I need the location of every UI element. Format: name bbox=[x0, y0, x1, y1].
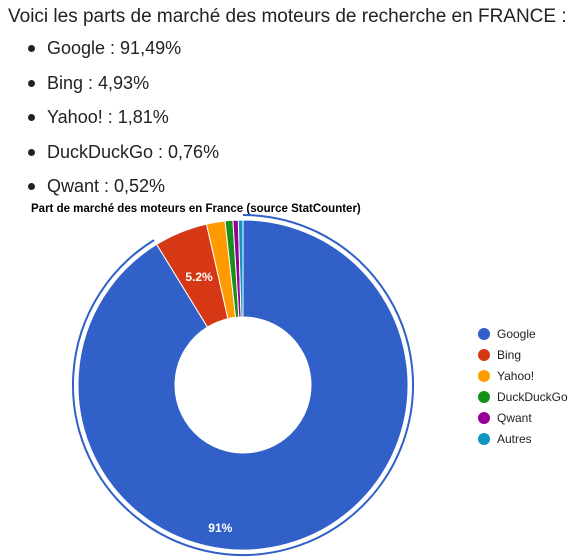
list-item-duckduckgo: DuckDuckGo : 0,76% bbox=[26, 137, 219, 172]
slice-google[interactable] bbox=[77, 219, 409, 551]
chart-title: Part de marché des moteurs en France (so… bbox=[31, 203, 361, 215]
legend-item-qwant[interactable]: Qwant bbox=[478, 407, 568, 428]
list-item-qwant: Qwant : 0,52% bbox=[26, 171, 219, 206]
legend-swatch bbox=[478, 327, 490, 340]
market-share-list: Google : 91,49% Bing : 4,93% Yahoo! : 1,… bbox=[26, 33, 219, 206]
legend-swatch bbox=[478, 390, 490, 403]
list-item-bing: Bing : 4,93% bbox=[26, 68, 219, 103]
legend-item-bing[interactable]: Bing bbox=[478, 344, 568, 365]
legend-swatch bbox=[478, 348, 490, 361]
legend-item-google[interactable]: Google bbox=[478, 323, 568, 344]
legend-item-duckduckgo[interactable]: DuckDuckGo bbox=[478, 386, 568, 407]
intro-text: Voici les parts de marché des moteurs de… bbox=[8, 6, 567, 27]
list-item-yahoo: Yahoo! : 1,81% bbox=[26, 102, 219, 137]
legend-swatch bbox=[478, 411, 490, 424]
data-label-google: 91% bbox=[208, 521, 232, 535]
chart-legend: Google Bing Yahoo! DuckDuckGo Qwant Autres bbox=[478, 323, 568, 449]
legend-label: Bing bbox=[497, 347, 522, 362]
legend-label: Qwant bbox=[497, 410, 532, 425]
list-item-google: Google : 91,49% bbox=[26, 33, 219, 68]
legend-label: Autres bbox=[497, 431, 532, 446]
slice-autres[interactable] bbox=[237, 219, 244, 318]
legend-item-autres[interactable]: Autres bbox=[478, 428, 568, 449]
data-label-bing: 5.2% bbox=[185, 270, 213, 284]
legend-swatch bbox=[478, 369, 490, 382]
legend-item-yahoo[interactable]: Yahoo! bbox=[478, 365, 568, 386]
legend-label: Google bbox=[497, 326, 536, 341]
legend-swatch bbox=[478, 432, 490, 445]
legend-label: DuckDuckGo bbox=[497, 389, 568, 404]
selected-slice-outline bbox=[72, 214, 414, 556]
legend-label: Yahoo! bbox=[497, 368, 535, 383]
